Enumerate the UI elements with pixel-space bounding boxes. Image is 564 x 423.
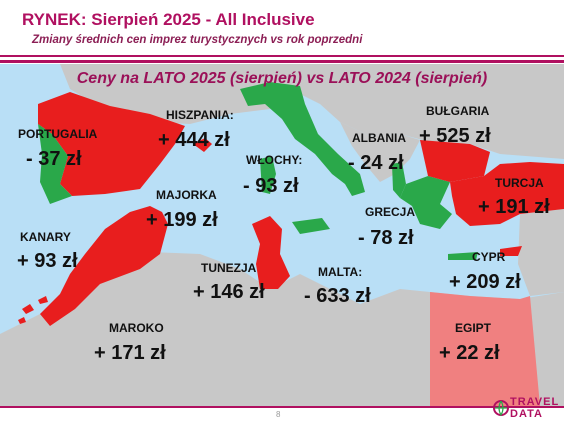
region-spain — [38, 92, 185, 196]
country-value-greece: - 78 zł — [358, 227, 414, 249]
region-canary-islands — [18, 296, 48, 324]
map-title: Ceny na LATO 2025 (sierpień) vs LATO 202… — [76, 70, 488, 87]
region-cyprus — [500, 246, 522, 256]
country-label-canary-islands: KANARY — [20, 230, 71, 244]
header-divider-bottom — [0, 60, 564, 63]
country-value-albania: - 24 zł — [348, 152, 404, 174]
country-value-tunisia: + 146 zł — [193, 281, 265, 303]
country-label-morocco: MAROKO — [109, 321, 164, 335]
header-divider-top — [0, 55, 564, 57]
country-label-greece: GRECJA — [365, 205, 416, 219]
country-label-mallorca: MAJORKA — [156, 188, 217, 202]
country-value-bulgaria: + 525 zł — [419, 125, 491, 147]
region-crete — [448, 252, 478, 260]
footer-divider — [0, 406, 564, 408]
logo-text-line1: TRAVEL — [510, 396, 560, 408]
country-label-portugal: PORTUGALIA — [18, 127, 98, 141]
country-label-spain: HISZPANIA: — [166, 108, 234, 122]
slide-header: RYNEK: Sierpień 2025 - All Inclusive Zmi… — [0, 0, 564, 60]
country-value-spain: + 444 zł — [158, 129, 230, 151]
region-albania — [392, 162, 406, 198]
region-greece — [400, 176, 452, 229]
country-value-malta: - 633 zł — [304, 285, 371, 307]
country-value-morocco: + 171 zł — [94, 342, 166, 364]
logo-text-line2: DATA — [510, 408, 543, 420]
country-value-egypt: + 22 zł — [439, 342, 500, 364]
region-portugal — [38, 124, 72, 204]
slide-subtitle: Zmiany średnich cen imprez turystycznych… — [32, 34, 363, 46]
page-number: 8 — [276, 410, 281, 419]
country-label-egypt: EGIPT — [455, 321, 492, 335]
region-mallorca — [193, 138, 212, 152]
land-north-africa — [0, 252, 564, 406]
region-sardinia — [260, 156, 276, 194]
slide-title: RYNEK: Sierpień 2025 - All Inclusive — [22, 10, 315, 29]
mediterranean-map — [0, 64, 564, 406]
region-tunisia — [252, 216, 290, 289]
country-value-canary-islands: + 93 zł — [17, 250, 78, 272]
region-turkey — [450, 162, 564, 226]
country-value-italy: - 93 zł — [243, 175, 299, 197]
price-change-map: Ceny na LATO 2025 (sierpień) vs LATO 202… — [0, 64, 564, 406]
country-value-mallorca: + 199 zł — [146, 209, 218, 231]
globe-icon — [493, 400, 509, 417]
country-label-bulgaria: BUŁGARIA — [426, 104, 490, 118]
region-morocco — [40, 206, 168, 326]
country-label-tunisia: TUNEZJA — [201, 261, 257, 275]
country-label-turkey: TURCJA — [495, 176, 544, 190]
region-italy — [240, 82, 365, 196]
country-label-albania: ALBANIA — [352, 131, 406, 145]
region-bulgaria — [420, 140, 490, 182]
region-egypt — [430, 292, 540, 406]
country-value-cyprus: + 209 zł — [449, 271, 521, 293]
country-label-cyprus: CYPR — [472, 250, 506, 264]
country-value-turkey: + 191 zł — [478, 196, 550, 218]
country-value-portugal: - 37 zł — [26, 148, 82, 170]
country-label-malta: MALTA: — [318, 265, 363, 279]
travel-data-logo: TRAVEL DATA — [492, 394, 562, 422]
country-label-italy: WŁOCHY: — [246, 153, 303, 167]
region-sicily — [292, 218, 330, 234]
land-central-europe — [300, 64, 564, 159]
land-middle-east — [518, 209, 564, 296]
